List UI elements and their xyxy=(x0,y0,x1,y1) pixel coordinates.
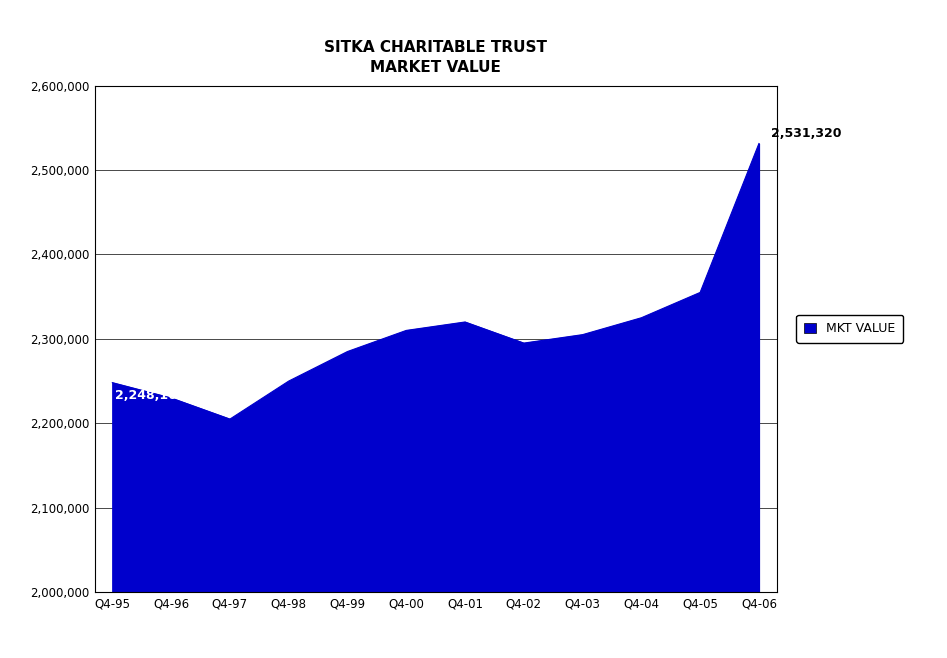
Title: SITKA CHARITABLE TRUST
MARKET VALUE: SITKA CHARITABLE TRUST MARKET VALUE xyxy=(324,40,547,74)
Legend: MKT VALUE: MKT VALUE xyxy=(796,315,903,343)
Text: 2,248,162: 2,248,162 xyxy=(116,390,186,403)
Text: 2,531,320: 2,531,320 xyxy=(771,127,841,139)
